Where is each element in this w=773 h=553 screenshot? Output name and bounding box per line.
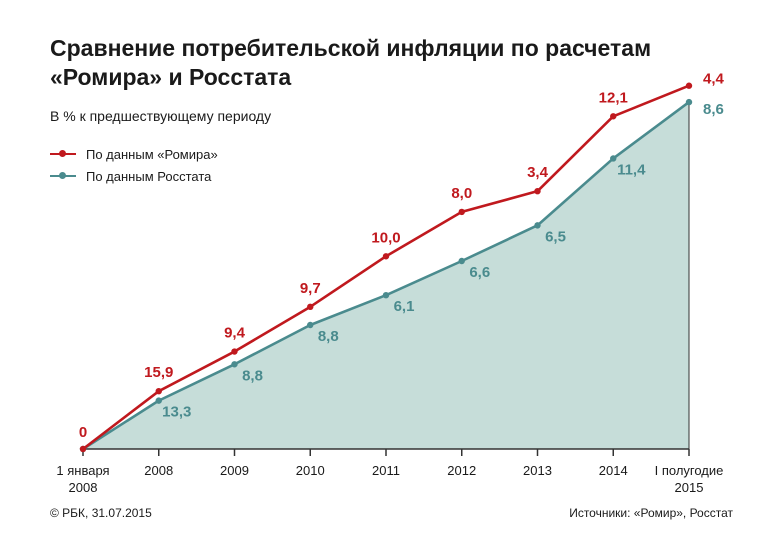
copyright: © РБК, 31.07.2015 <box>50 506 152 520</box>
romir-point <box>79 445 87 453</box>
romir-data-label: 9,4 <box>224 325 246 342</box>
x-tick-label: 2009 <box>220 463 249 478</box>
rosstat-point <box>155 397 162 404</box>
rosstat-data-label: 8,6 <box>703 101 724 118</box>
legend-item-romir: По данным «Ромира» <box>50 144 218 164</box>
legend-swatch-rosstat <box>50 170 76 182</box>
x-tick-label: 2013 <box>523 463 552 478</box>
rosstat-data-label: 8,8 <box>242 367 263 384</box>
x-tick-label: 2011 <box>372 463 400 478</box>
rosstat-data-label: 6,5 <box>545 228 566 245</box>
rosstat-data-label: 8,8 <box>318 328 339 345</box>
x-tick-label: 1 января 2008 <box>56 463 109 495</box>
romir-data-label: 4,4 <box>703 71 725 88</box>
romir-point <box>610 113 617 120</box>
rosstat-point <box>458 257 465 265</box>
x-tick-label: 2012 <box>447 463 476 478</box>
rosstat-data-label: 6,6 <box>469 264 490 281</box>
romir-point <box>155 387 162 395</box>
rosstat-point <box>307 321 314 329</box>
legend-label-rosstat: По данным Росстата <box>86 168 212 184</box>
rosstat-point <box>382 291 390 299</box>
rosstat-area <box>83 102 689 449</box>
chart-title: Сравнение потребительской инфляции по ра… <box>50 35 652 90</box>
legend-swatch-romir <box>50 148 76 160</box>
romir-point <box>458 208 465 216</box>
romir-data-label: 8,0 <box>451 185 472 202</box>
rosstat-point <box>610 155 617 162</box>
legend-item-rosstat: По данным Росстата <box>50 166 218 186</box>
x-tick-label: 2010 <box>296 463 325 478</box>
x-tick-label: 2008 <box>144 463 173 478</box>
romir-point <box>382 253 390 260</box>
legend-label-romir: По данным «Ромира» <box>86 146 218 162</box>
romir-data-label: 12,1 <box>599 89 628 106</box>
rosstat-data-label: 11,4 <box>617 161 646 178</box>
rosstat-point <box>685 98 693 106</box>
rosstat-point <box>231 361 238 368</box>
sources: Источники: «Ромир», Росстат <box>569 506 733 520</box>
rosstat-data-label: 6,1 <box>394 298 415 315</box>
rosstat-data-label: 13,3 <box>162 404 191 421</box>
romir-data-label: 3,4 <box>527 164 549 181</box>
legend: По данным «Ромира» По данным Росстата <box>50 144 218 188</box>
x-tick-label: I полугодие 2015 <box>655 463 724 495</box>
romir-data-label: 0 <box>79 424 87 441</box>
romir-data-label: 15,9 <box>144 364 173 381</box>
x-tick-label: 2014 <box>599 463 628 478</box>
romir-data-label: 9,7 <box>300 280 321 297</box>
romir-point <box>231 348 238 355</box>
romir-point <box>534 187 541 195</box>
chart-subtitle: В % к предшествующему периоду <box>50 108 272 124</box>
romir-point <box>307 303 314 311</box>
romir-point <box>685 82 693 89</box>
rosstat-point <box>534 222 541 229</box>
romir-data-label: 10,0 <box>371 229 400 246</box>
